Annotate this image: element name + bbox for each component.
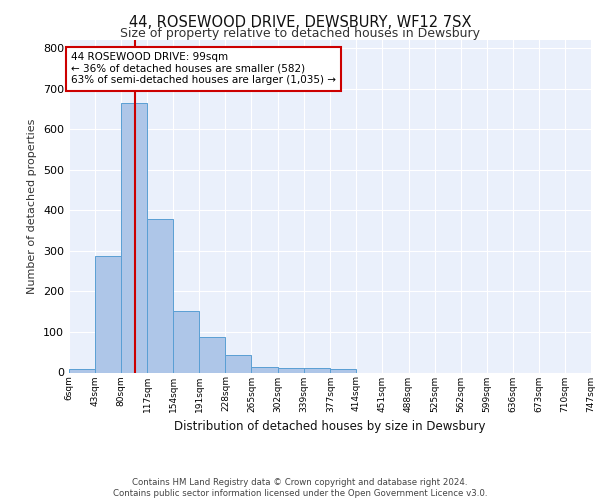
Bar: [226, 354, 251, 372]
X-axis label: Distribution of detached houses by size in Dewsbury: Distribution of detached houses by size …: [174, 420, 486, 433]
Text: 44 ROSEWOOD DRIVE: 99sqm
← 36% of detached houses are smaller (582)
63% of semi-: 44 ROSEWOOD DRIVE: 99sqm ← 36% of detach…: [71, 52, 336, 86]
Bar: [69, 370, 95, 372]
Bar: [278, 368, 304, 372]
Bar: [173, 311, 199, 372]
Bar: [147, 219, 173, 372]
Bar: [304, 368, 331, 372]
Bar: [121, 103, 147, 372]
Y-axis label: Number of detached properties: Number of detached properties: [28, 118, 37, 294]
Text: 44, ROSEWOOD DRIVE, DEWSBURY, WF12 7SX: 44, ROSEWOOD DRIVE, DEWSBURY, WF12 7SX: [129, 15, 471, 30]
Text: Contains HM Land Registry data © Crown copyright and database right 2024.
Contai: Contains HM Land Registry data © Crown c…: [113, 478, 487, 498]
Bar: [331, 370, 356, 372]
Bar: [95, 256, 121, 372]
Bar: [199, 337, 226, 372]
Bar: [251, 367, 278, 372]
Text: Size of property relative to detached houses in Dewsbury: Size of property relative to detached ho…: [120, 28, 480, 40]
